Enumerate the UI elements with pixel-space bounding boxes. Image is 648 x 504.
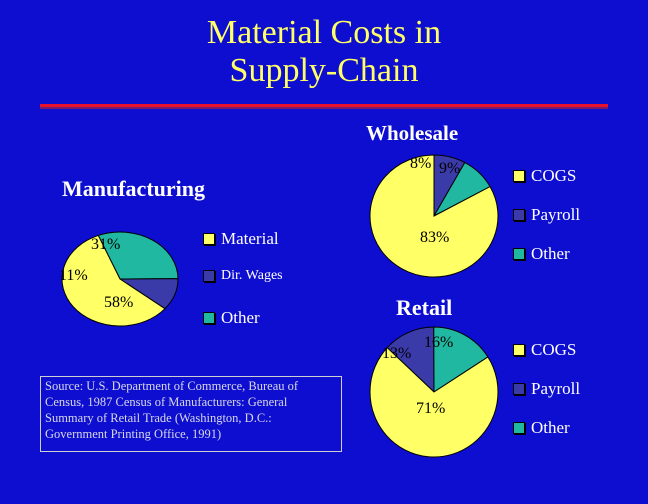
legend-material: Material xyxy=(203,229,279,249)
legend-swatch-purple xyxy=(203,270,215,282)
legend-swatch-purple xyxy=(513,209,525,221)
legend-other: Other xyxy=(203,308,260,328)
pie-slice-cogs xyxy=(369,154,499,278)
manufacturing-label-material: 58% xyxy=(104,294,134,311)
title-rule-shadow xyxy=(40,107,608,109)
page-title: Material Costs in Supply-Chain xyxy=(0,14,648,90)
retail-label-other: 16% xyxy=(424,334,454,351)
legend-dir-wages: Dir. Wages xyxy=(203,268,283,284)
legend-label: Other xyxy=(221,308,260,327)
retail-label-cogs: 71% xyxy=(416,400,446,417)
legend-label: Dir. Wages xyxy=(221,268,283,283)
legend-cogs: COGS xyxy=(513,166,576,186)
legend-label: COGS xyxy=(531,166,577,185)
legend-swatch-yellow xyxy=(203,233,215,245)
manufacturing-label-other: 31% xyxy=(91,236,121,253)
legend-label: Payroll xyxy=(531,379,581,398)
title-line-1: Material Costs in xyxy=(206,14,442,51)
manufacturing-label-dir-wages: 11% xyxy=(59,267,88,284)
legend-cogs: COGS xyxy=(513,340,576,360)
title-rule xyxy=(40,104,608,107)
legend-swatch-teal xyxy=(513,422,525,434)
legend-payroll: Payroll xyxy=(513,205,580,225)
retail-title: Retail xyxy=(396,295,453,320)
source-note: Source: U.S. Department of Commerce, Bur… xyxy=(40,376,342,452)
legend-swatch-purple xyxy=(513,383,525,395)
wholesale-label-other: 9% xyxy=(439,160,461,177)
retail-label-payroll: 13% xyxy=(382,345,412,362)
wholesale-pie xyxy=(369,154,499,278)
pie-slice-cogs xyxy=(369,346,499,458)
pie-slice-material xyxy=(61,234,166,327)
legend-label: Material xyxy=(221,229,279,248)
legend-swatch-teal xyxy=(513,248,525,260)
manufacturing-pie xyxy=(61,231,179,327)
manufacturing-title: Manufacturing xyxy=(62,176,205,201)
legend-swatch-yellow xyxy=(513,344,525,356)
legend-other: Other xyxy=(513,418,570,438)
retail-pie xyxy=(369,326,499,458)
legend-payroll: Payroll xyxy=(513,379,580,399)
legend-other: Other xyxy=(513,244,570,264)
wholesale-label-cogs: 83% xyxy=(420,229,450,246)
legend-label: COGS xyxy=(531,340,577,359)
pie-slice-other xyxy=(433,326,489,393)
wholesale-label-payroll: 8% xyxy=(410,155,432,172)
legend-swatch-teal xyxy=(203,312,215,324)
legend-label: Payroll xyxy=(531,205,581,224)
title-line-2: Supply-Chain xyxy=(229,52,419,89)
legend-label: Other xyxy=(531,244,570,263)
pie-slice-other xyxy=(97,231,179,280)
legend-label: Other xyxy=(531,418,570,437)
wholesale-title: Wholesale xyxy=(366,121,459,145)
legend-swatch-yellow xyxy=(513,170,525,182)
